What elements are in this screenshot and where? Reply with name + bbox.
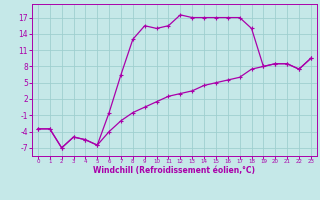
X-axis label: Windchill (Refroidissement éolien,°C): Windchill (Refroidissement éolien,°C)	[93, 166, 255, 175]
